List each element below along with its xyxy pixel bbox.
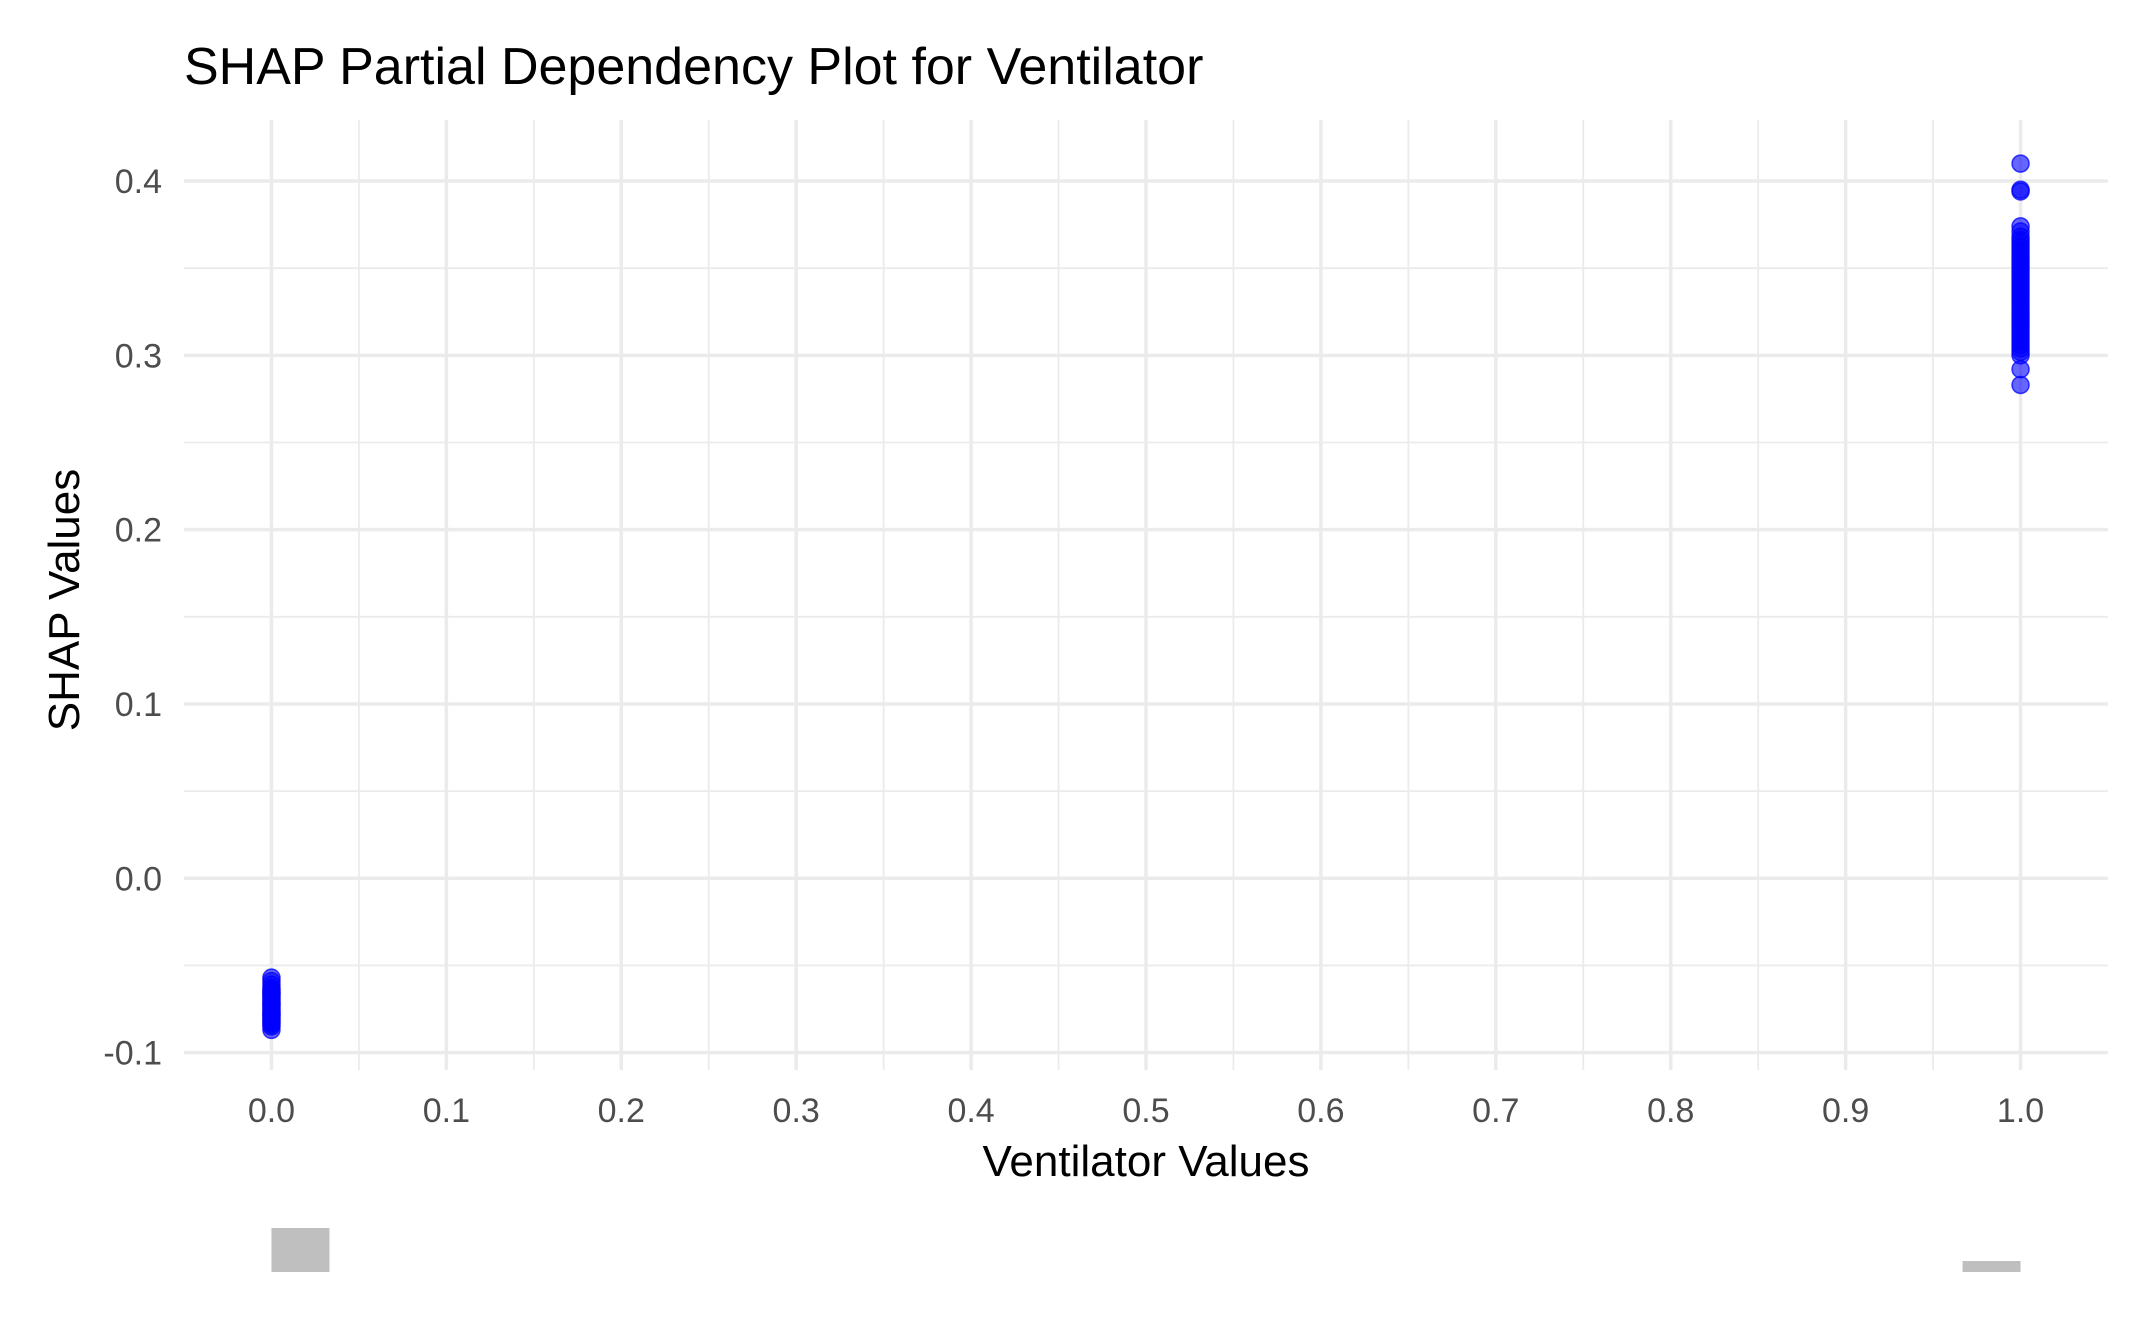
data-point [262,1020,281,1040]
x-tick-label: 0.3 [773,1092,820,1130]
data-point [2011,360,2030,379]
y-tick-label: -0.1 [103,1035,162,1073]
data-points [262,154,2030,1040]
histogram-bar [1962,1261,2021,1272]
data-point [2011,182,2030,201]
data-point [262,1004,281,1024]
grid [184,120,2108,1070]
chart-title: SHAP Partial Dependency Plot for Ventila… [184,38,1203,96]
y-tick-label: 0.3 [115,337,162,375]
y-tick-label: 0.4 [115,163,162,201]
histogram-bar [271,1228,330,1272]
data-point [2011,375,2030,395]
x-tick-label: 0.4 [947,1092,994,1130]
marginal-histogram [271,1228,2021,1272]
x-tick-label: 0.7 [1472,1092,1519,1130]
x-axis-title: Ventilator Values [983,1137,1310,1186]
y-tick-label: 0.1 [115,686,162,724]
x-tick-label: 0.9 [1822,1092,1869,1130]
x-tick-label: 0.2 [598,1092,645,1130]
y-tick-label: 0.0 [115,860,162,898]
x-tick-label: 0.0 [248,1092,295,1130]
y-axis-title: SHAP Values [40,469,89,732]
x-axis-ticks: 0.0 0.1 0.2 0.3 0.4 0.5 0.6 0.7 0.8 0.9 1.0 [248,1092,2044,1130]
y-tick-label: 0.2 [115,512,162,550]
x-tick-label: 0.6 [1297,1092,1344,1130]
x-tick-label: 0.5 [1122,1092,1169,1130]
x-tick-label: 1.0 [1997,1092,2044,1130]
y-axis-ticks: -0.1 0.0 0.1 0.2 0.3 0.4 [103,163,162,1073]
x-tick-label: 0.8 [1647,1092,1694,1130]
data-point [2011,154,2030,173]
x-tick-label: 0.1 [423,1092,470,1130]
